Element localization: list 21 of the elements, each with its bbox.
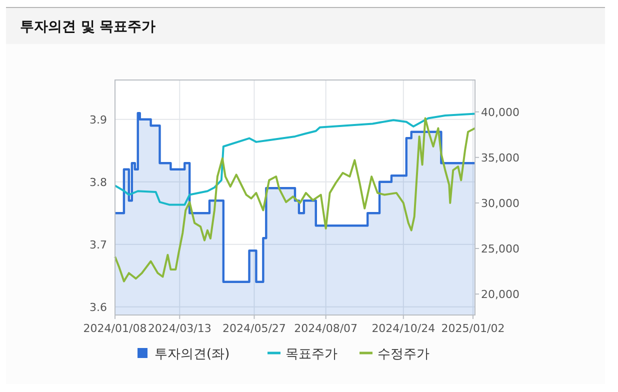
x-tick-label: 2024/05/27 [222,322,286,335]
y-tick-label: 3.9 [90,113,107,126]
y2-tick-label: 35,000 [481,151,520,164]
x-tick-label: 2025/01/02 [441,322,505,335]
y-tick-label: 3.7 [90,238,107,252]
legend-label: 투자의견(좌) [154,347,230,362]
legend-label: 수정주가 [378,347,430,362]
y2-tick-label: 20,000 [481,288,520,302]
x-tick-label: 2024/03/13 [148,322,212,335]
line-series [114,117,476,282]
chart-title: 투자의견 및 목표주가 [20,19,156,35]
line-series [114,112,476,206]
y-tick-label: 3.8 [90,176,107,189]
y2-tick-label: 25,000 [481,242,520,256]
legend-label: 목표주가 [286,347,338,362]
x-tick-label: 2024/10/24 [372,322,436,335]
x-tick-label: 2024/01/08 [83,322,147,335]
y2-tick-label: 40,000 [481,106,520,119]
x-tick-label: 2024/08/07 [294,322,358,335]
y-tick-label: 3.6 [90,300,107,314]
y2-tick-label: 30,000 [481,196,520,210]
